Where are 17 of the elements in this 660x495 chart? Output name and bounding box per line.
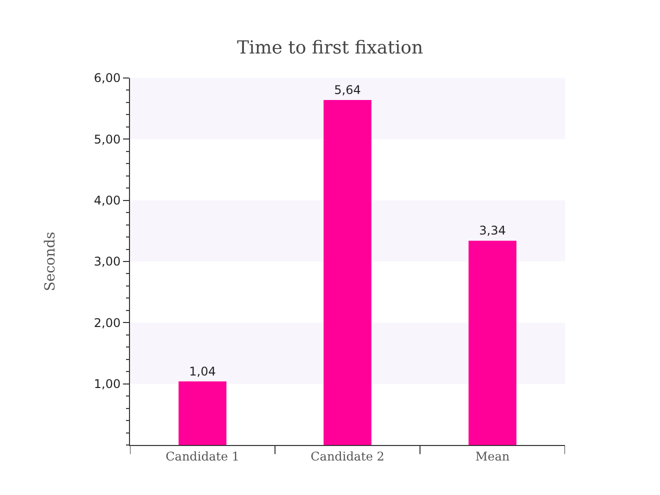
data-label: 5,64 [334,83,361,98]
y-tick-label: 2,00 [94,316,121,330]
bar [178,381,226,445]
y-tick-label: 4,00 [94,194,121,208]
x-tick-label: Candidate 2 [310,449,384,464]
x-tick-label: Candidate 1 [166,449,240,464]
bar [468,240,516,445]
data-label: 3,34 [479,224,506,238]
y-axis-title: Seconds [42,232,58,292]
y-tick-label: 1,00 [94,377,121,392]
y-tick-label: 3,00 [94,254,121,269]
bar [324,100,372,445]
y-tick-label: 5,00 [94,132,121,146]
data-label: 1,04 [189,364,216,378]
chart-title: Time to first fixation [236,37,424,58]
x-tick-label: Mean [475,449,510,464]
y-tick-label: 6,00 [94,71,121,86]
